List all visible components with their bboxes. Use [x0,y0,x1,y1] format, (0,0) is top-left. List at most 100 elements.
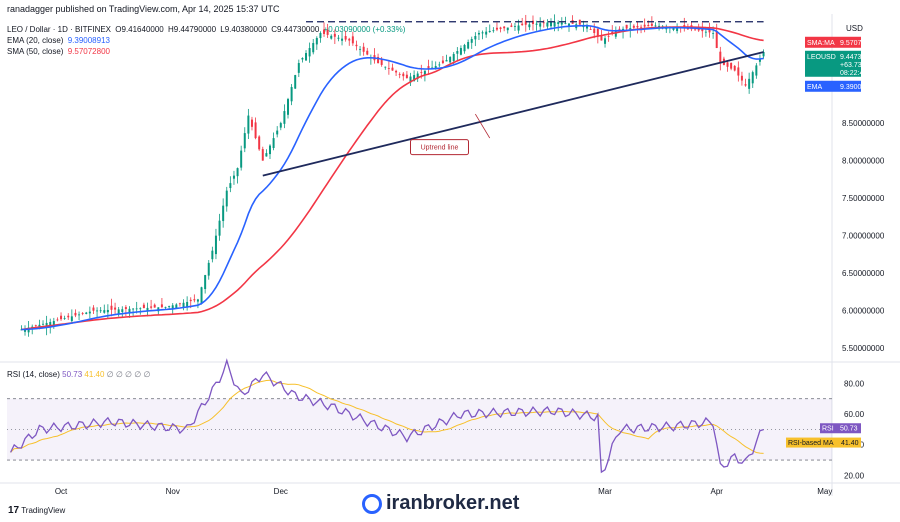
candle-body [694,29,697,31]
price-tag-bg [805,50,861,77]
candle-body [279,123,282,128]
candle-body [232,175,235,179]
candle-body [348,38,351,41]
candle-body [60,315,63,320]
watermark: iranbroker.net [362,492,519,515]
close-value: C9.44730000 [271,25,320,34]
candle-body [268,145,271,155]
candle-body [384,66,387,68]
candle-body [712,33,715,34]
rsi-legend[interactable]: RSI (14, close) 50.73 41.40 ∅ ∅ ∅ ∅ ∅ [7,370,150,379]
candle-body [708,29,711,33]
annotation-pointer [474,113,491,139]
candle-body [168,306,171,308]
candle-body [42,323,45,325]
candle-body [751,72,754,84]
currency-label[interactable]: USD [846,24,863,33]
price-tag-value: 9.44730000 [840,54,877,61]
candle-body [88,311,91,314]
annotation-label: Uptrend line [421,145,459,152]
candle-body [481,32,484,34]
price-tag-label: LEOUSD [807,54,836,61]
candle-body [535,23,538,25]
candle-body [586,25,589,29]
candle-body [142,304,145,309]
rsi-ma-legend-value: 41.40 [84,370,105,379]
time-tick-label: Mar [598,487,612,496]
candle-body [733,65,736,71]
price-tag-value: 9.39008913 [840,84,877,91]
sma-legend[interactable]: SMA (50, close) 9.57072800 [7,47,110,56]
candle-body [272,138,275,149]
candle-body [341,38,344,41]
rsi-tick-label: 80.00 [844,379,865,388]
candle-body [359,48,362,50]
candle-body [377,56,380,64]
watermark-text: iranbroker.net [386,492,520,514]
candle-body [528,24,531,28]
price-tag-change: +63.73% [840,62,868,69]
price-tick-label: 8.50000000 [842,119,885,128]
candle-body [405,74,408,79]
candle-body [225,190,228,207]
candle-body [52,321,55,325]
candle-body [488,30,491,33]
candle-body [380,59,383,65]
candle-body [265,153,268,157]
candle-body [182,302,185,308]
price-tag-label: EMA [807,84,823,91]
candle-body [200,287,203,304]
candle-body [568,23,571,27]
candle-body [589,29,592,30]
candle-body [686,28,689,30]
candle-body [124,307,127,310]
candle-body [553,21,556,27]
candle-body [441,60,444,64]
candle-body [222,205,225,222]
rsi-tag-bg [820,423,861,434]
candle-body [207,262,210,276]
candle-body [459,48,462,55]
candle-body [70,316,73,322]
candle-body [510,25,513,27]
candle-body [643,24,646,27]
rsi-line [10,358,764,474]
rsi-tick-label: 20.00 [844,471,865,480]
candle-body [81,313,84,314]
candle-body [92,307,95,311]
candle-body [305,53,308,61]
candle-body [117,309,120,314]
candle-body [391,67,394,71]
candle-body [604,38,607,44]
candle-body [351,36,354,44]
candle-body [67,315,70,318]
candle-body [308,48,311,57]
candle-body [178,303,181,305]
candle-body [229,183,232,189]
candle-body [326,29,329,35]
ema-legend[interactable]: EMA (20, close) 9.39008913 [7,36,110,45]
candle-body [474,36,477,40]
candle-body [106,309,109,313]
sma-legend-value: 9.57072800 [67,47,110,56]
candle-body [434,66,437,70]
price-tag-label: SMA:MA [807,40,835,47]
candle-body [189,299,192,302]
candle-body [355,44,358,47]
rsi-tick-label: 60.00 [844,410,865,419]
price-tick-label: 8.00000000 [842,157,885,166]
candle-body [431,67,434,69]
candle-body [517,25,520,31]
candle-body [160,304,163,308]
time-tick-label: Dec [274,487,288,496]
tradingview-logo[interactable]: 17 TradingView [8,505,65,516]
candle-body [330,35,333,39]
candle-body [618,28,621,30]
candle-body [625,24,628,29]
candle-body [758,58,761,62]
symbol-label[interactable]: LEO / Dollar · 1D · BITFINEX [7,25,112,34]
candle-body [96,310,99,312]
candle-body [240,150,243,168]
candle-body [319,33,322,39]
